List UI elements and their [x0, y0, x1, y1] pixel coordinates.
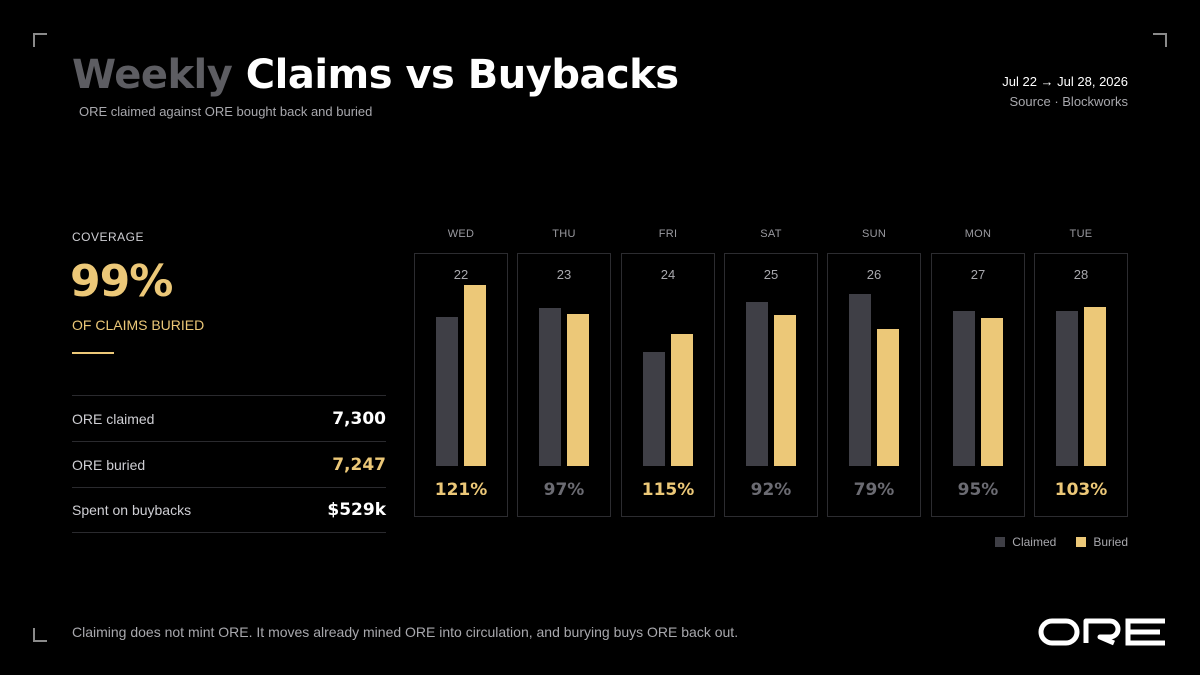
- source-credit: Source · Blockworks: [1009, 94, 1128, 109]
- day-card-fri: 24 115%: [621, 253, 715, 517]
- coverage-ratio-label: 103%: [1054, 480, 1108, 500]
- bar-buried: [464, 285, 486, 466]
- page-title: Weekly Claims vs Buybacks: [72, 52, 679, 98]
- legend-swatch-buried: [1076, 537, 1087, 547]
- stat-row-buried: ORE buried 7,247: [72, 441, 386, 487]
- day-number: 22: [453, 267, 469, 282]
- stats-table: ORE claimed 7,300 ORE buried 7,247 Spent…: [72, 395, 386, 533]
- legend-item-claimed: Claimed: [995, 535, 1056, 549]
- coverage-ratio-label: 95%: [957, 480, 999, 500]
- day-number: 28: [1073, 267, 1089, 282]
- ore-logo: [1038, 618, 1165, 646]
- day-label-sat: SAT: [760, 228, 782, 240]
- stat-label: ORE claimed: [72, 410, 155, 427]
- day-card-sun: 26 79%: [827, 253, 921, 517]
- day-label-thu: THU: [552, 228, 576, 240]
- stat-label: ORE buried: [72, 456, 146, 473]
- stat-row-spent: Spent on buybacks $529k: [72, 487, 386, 533]
- coverage-label: COVERAGE: [72, 230, 145, 244]
- day-card-sat: 25 92%: [724, 253, 818, 517]
- day-label-fri: FRI: [658, 228, 678, 240]
- bar-claimed: [746, 302, 768, 466]
- stat-value: 7,300: [332, 408, 386, 429]
- page-subtitle: ORE claimed against ORE bought back and …: [79, 104, 373, 119]
- chart-legend: Claimed Buried: [995, 535, 1128, 549]
- day-number: 27: [970, 267, 986, 282]
- corner-mark-top-right: [1153, 33, 1167, 47]
- corner-mark-bottom-left: [33, 628, 47, 642]
- bar-buried: [877, 329, 899, 466]
- footnote: Claiming does not mint ORE. It moves alr…: [72, 624, 739, 640]
- coverage-ratio-label: 79%: [853, 480, 895, 500]
- date-range: Jul 22 → Jul 28, 2026: [1002, 74, 1128, 89]
- legend-label-claimed: Claimed: [1012, 535, 1057, 549]
- coverage-ratio-label: 121%: [434, 480, 488, 500]
- day-label-sun: SUN: [861, 228, 887, 240]
- day-number: 24: [660, 267, 676, 282]
- stat-label: Spent on buybacks: [72, 502, 192, 518]
- title-prefix: Weekly: [72, 52, 233, 98]
- day-card-wed: 22 121%: [414, 253, 508, 517]
- bar-buried: [981, 318, 1003, 466]
- bar-buried: [567, 314, 589, 466]
- bar-claimed: [436, 317, 458, 466]
- day-card-mon: 27 95%: [931, 253, 1025, 517]
- day-label-mon: MON: [964, 228, 992, 240]
- bar-claimed: [643, 352, 665, 466]
- coverage-caption: OF CLAIMS BURIED: [72, 317, 205, 333]
- bar-buried: [1084, 307, 1106, 466]
- day-label-tue: TUE: [1069, 228, 1093, 240]
- bar-claimed: [953, 311, 975, 466]
- daily-bar-chart: WED 22 121% THU 23 97% FRI 24 115% SAT 25 92% SUN 26 7…: [414, 228, 1130, 520]
- stat-row-claimed: ORE claimed 7,300: [72, 395, 386, 441]
- meta-block: Jul 22 → Jul 28, 2026 Source · Blockwork…: [1002, 72, 1128, 112]
- title-main: Claims vs Buybacks: [245, 52, 679, 98]
- day-number: 25: [763, 267, 779, 282]
- day-label-wed: WED: [447, 228, 475, 240]
- legend-label-buried: Buried: [1093, 535, 1128, 549]
- corner-mark-top-left: [33, 33, 47, 47]
- coverage-ratio-label: 92%: [750, 480, 792, 500]
- bar-buried: [774, 315, 796, 466]
- day-card-tue: 28 103%: [1034, 253, 1128, 517]
- legend-swatch-claimed: [995, 537, 1006, 547]
- stat-value: 7,247: [332, 454, 386, 475]
- day-number: 26: [866, 267, 882, 282]
- legend-item-buried: Buried: [1076, 535, 1128, 549]
- bar-buried: [671, 334, 693, 466]
- bar-claimed: [539, 308, 561, 466]
- bar-claimed: [1056, 311, 1078, 466]
- coverage-divider: [72, 352, 114, 354]
- stat-value: $529k: [327, 500, 386, 520]
- coverage-ratio-label: 97%: [543, 480, 585, 500]
- bar-claimed: [849, 294, 871, 466]
- coverage-ratio-label: 115%: [641, 480, 695, 500]
- day-number: 23: [556, 267, 572, 282]
- coverage-value: 99%: [70, 256, 173, 307]
- day-card-thu: 23 97%: [517, 253, 611, 517]
